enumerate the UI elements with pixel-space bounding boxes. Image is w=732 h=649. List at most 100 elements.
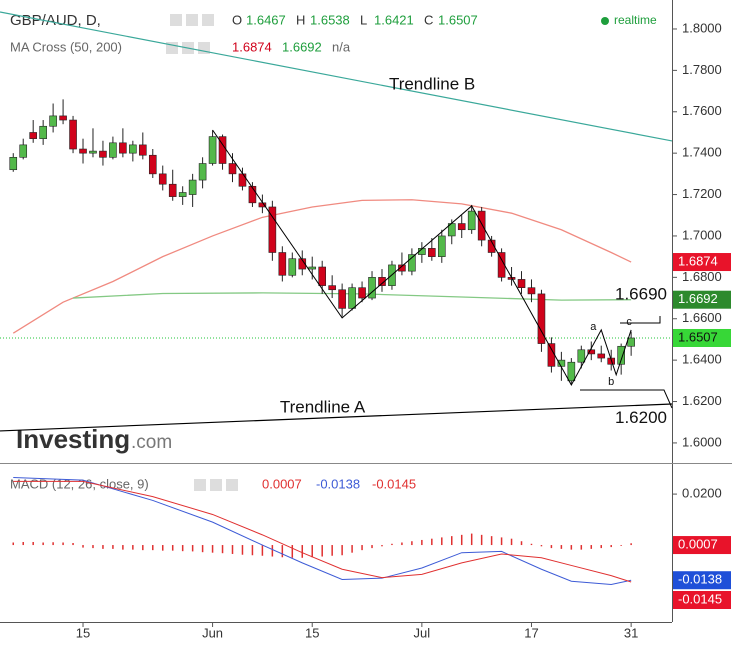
candle-body xyxy=(567,361,576,382)
price-badge-label: -0.0145 xyxy=(678,591,722,606)
histogram-bar xyxy=(391,543,393,546)
histogram-bar xyxy=(490,536,493,546)
symbol: GBP/AUD, D, xyxy=(10,12,101,29)
macd-title: MACD (12, 26, close, 9) xyxy=(10,476,149,491)
histogram-bar xyxy=(12,542,15,546)
histogram-bar xyxy=(221,545,224,554)
trendline-label: Trendline A xyxy=(280,397,366,416)
y-tick-label: 1.8000 xyxy=(682,20,722,35)
price-badge-label: 1.6507 xyxy=(678,329,718,344)
annotation: 1.6200 xyxy=(615,408,667,427)
icon[interactable] xyxy=(194,479,206,491)
candle-body xyxy=(318,266,326,286)
macd-value: -0.0138 xyxy=(316,476,360,491)
histogram-bar xyxy=(291,545,294,558)
price-badge-label: 1.6692 xyxy=(678,291,718,306)
candle-body xyxy=(527,287,536,295)
candle-body xyxy=(19,144,28,158)
price-badge xyxy=(673,571,731,590)
histogram-bar xyxy=(72,543,74,546)
histogram-bar xyxy=(441,537,443,546)
trendline xyxy=(0,403,673,432)
y-tick-label: 1.7400 xyxy=(682,145,722,160)
y-tick-label: 1.6200 xyxy=(682,393,722,408)
histogram-bar xyxy=(42,542,44,546)
icon[interactable] xyxy=(202,14,214,26)
histogram-bar xyxy=(241,545,244,555)
histogram-bar xyxy=(520,541,523,546)
candle-body xyxy=(368,277,376,299)
candle-body xyxy=(537,293,546,344)
indicator-title: MA Cross (50, 200) xyxy=(10,39,122,54)
ma-value: 1.6874 xyxy=(232,39,272,54)
histogram-bar xyxy=(480,534,483,546)
candle-body xyxy=(328,285,336,291)
histogram-bar xyxy=(191,545,194,552)
candle-body xyxy=(288,258,297,276)
icon[interactable] xyxy=(186,14,198,26)
y-tick-label: 1.7800 xyxy=(682,62,722,77)
histogram-bar xyxy=(381,545,383,547)
bracket xyxy=(620,316,661,324)
zigzag xyxy=(212,129,632,387)
pattern-label: c xyxy=(626,316,632,328)
price-badge xyxy=(673,290,731,309)
histogram-bar xyxy=(211,545,214,553)
candle-body xyxy=(79,148,87,154)
histogram-bar xyxy=(102,545,104,549)
macd-value: -0.0145 xyxy=(372,476,416,491)
ohlc-value: 1.6421 xyxy=(374,12,414,27)
histogram-bar xyxy=(590,545,593,549)
trendline-label: Trendline B xyxy=(389,74,475,93)
candle-body xyxy=(308,266,317,270)
y-tick-label: 1.6000 xyxy=(682,434,722,449)
histogram-bar xyxy=(411,541,413,546)
candle-body xyxy=(408,254,416,272)
icon[interactable] xyxy=(210,479,222,491)
candle-body xyxy=(617,345,625,365)
x-tick-label: 17 xyxy=(524,625,538,640)
status: realtime xyxy=(614,13,657,27)
moving-average xyxy=(12,199,632,334)
histogram-bar xyxy=(550,545,553,549)
pattern-label: b xyxy=(608,376,614,388)
histogram-bar xyxy=(32,541,34,546)
x-tick-label: 31 xyxy=(624,625,638,640)
candle-body xyxy=(278,252,287,276)
y-tick-label: 1.6600 xyxy=(682,310,722,325)
candle-body xyxy=(69,119,77,150)
candle-body xyxy=(298,258,307,270)
icon[interactable] xyxy=(226,479,238,491)
candle-body xyxy=(597,353,606,359)
candle-body xyxy=(59,115,67,121)
trendline xyxy=(0,11,673,142)
candle-body xyxy=(109,142,117,158)
candle-body xyxy=(457,223,466,231)
histogram-bar xyxy=(82,545,84,548)
candle-body xyxy=(49,115,57,127)
candle-body xyxy=(248,185,257,204)
price-badge-label: -0.0138 xyxy=(678,572,722,587)
candle-body xyxy=(437,235,446,257)
candle-body xyxy=(587,349,596,355)
histogram-bar xyxy=(92,545,94,549)
histogram-bar xyxy=(341,545,343,556)
candle-body xyxy=(517,279,526,288)
price-badge xyxy=(673,253,731,272)
histogram-bar xyxy=(600,545,602,549)
histogram-bar xyxy=(470,533,473,546)
annotation: 1.6690 xyxy=(615,285,667,304)
candle-body xyxy=(378,277,386,286)
icon[interactable] xyxy=(170,14,182,26)
price-badge xyxy=(673,590,731,609)
y-tick-label: 1.7600 xyxy=(682,103,722,118)
candle-body xyxy=(139,144,147,156)
candle-body xyxy=(577,349,586,363)
histogram-bar xyxy=(331,545,333,556)
candle-body xyxy=(148,154,157,175)
histogram-bar xyxy=(580,545,583,550)
histogram-bar xyxy=(171,545,174,551)
macd-value: 0.0007 xyxy=(262,476,302,491)
y-tick-label: 0.0200 xyxy=(682,486,722,501)
